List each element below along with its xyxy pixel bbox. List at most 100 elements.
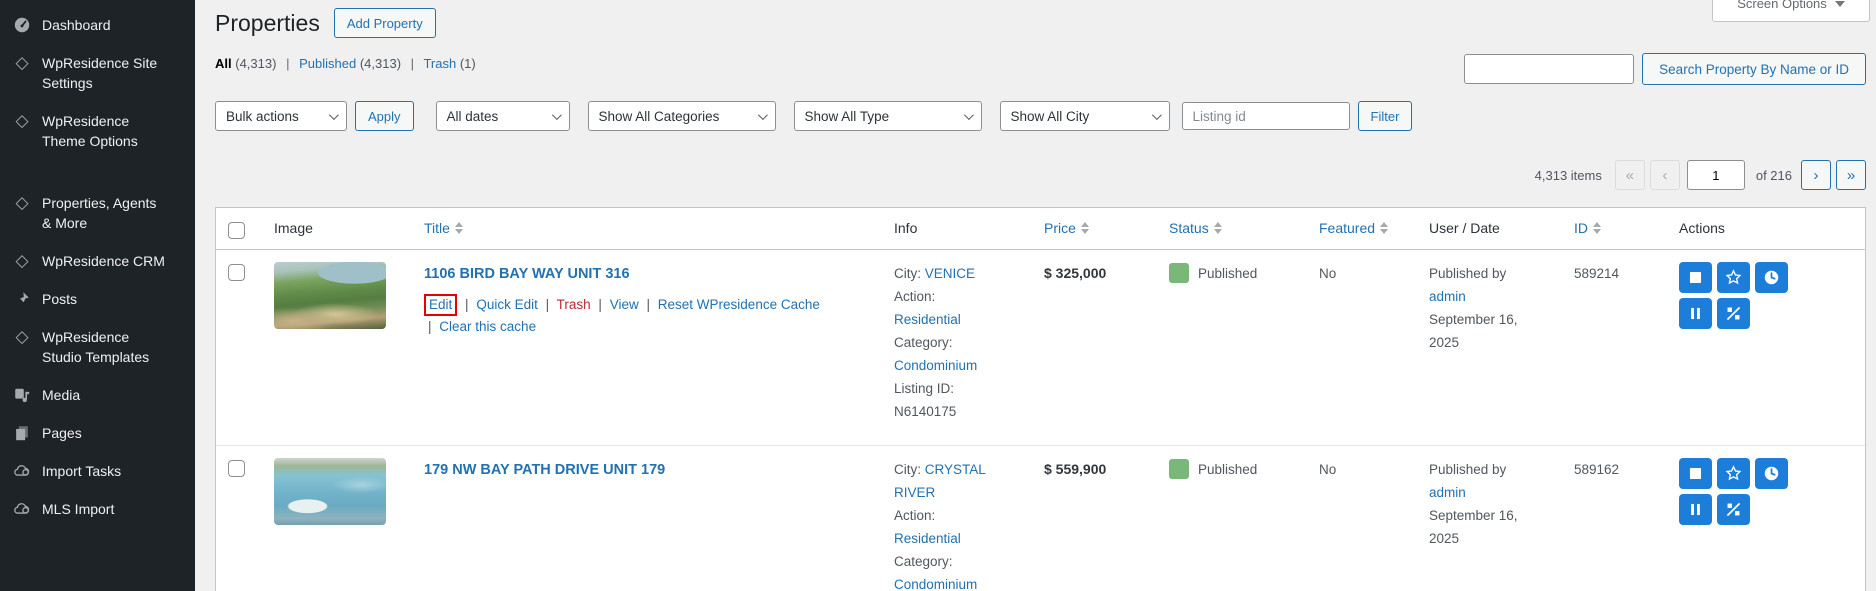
sidebar-item-label: Properties, Agents & More xyxy=(42,195,157,231)
publish-date: September 16, 2025 xyxy=(1429,312,1518,350)
dates-filter-select[interactable]: All dates xyxy=(435,101,570,131)
edit-link[interactable]: Edit xyxy=(429,297,453,312)
reset-cache-link[interactable]: Reset WPresidence Cache xyxy=(657,297,820,312)
category-link[interactable]: Condominium xyxy=(894,577,978,591)
category-link[interactable]: Condominium xyxy=(894,358,978,373)
column-header-image: Image xyxy=(274,220,313,236)
pushpin-icon xyxy=(12,289,32,309)
stop-icon[interactable] xyxy=(1679,262,1712,293)
stop-icon[interactable] xyxy=(1679,458,1712,489)
pause-icon[interactable] xyxy=(1679,494,1712,525)
current-page-input[interactable] xyxy=(1686,160,1745,190)
status-label: Published xyxy=(1198,462,1258,477)
type-filter-value: Show All Type xyxy=(804,108,890,124)
type-filter-select[interactable]: Show All Type xyxy=(793,101,982,131)
trash-link[interactable]: Trash xyxy=(556,297,591,312)
search-input[interactable] xyxy=(1464,54,1635,84)
user-link[interactable]: admin xyxy=(1429,485,1466,500)
action-link[interactable]: Residential xyxy=(894,312,961,327)
row-checkbox[interactable] xyxy=(228,264,245,281)
listing-id-label: Listing ID: xyxy=(894,381,955,396)
separator: | xyxy=(286,56,290,71)
sidebar-item-label: Dashboard xyxy=(42,17,111,33)
column-header-id[interactable]: ID xyxy=(1564,208,1669,246)
screen-options-tab[interactable]: Screen Options xyxy=(1712,0,1870,22)
sidebar-item-wpresidence-site-settings[interactable]: ◇ WpResidence Site Settings xyxy=(0,44,195,102)
sidebar-item-mls-import[interactable]: MLS Import xyxy=(0,490,195,528)
row-checkbox[interactable] xyxy=(228,460,245,477)
apply-button[interactable]: Apply xyxy=(355,101,414,131)
sidebar-item-dashboard[interactable]: Dashboard xyxy=(0,6,195,44)
add-property-button[interactable]: Add Property xyxy=(333,8,436,38)
column-header-status[interactable]: Status xyxy=(1159,208,1309,246)
column-header-user-date: User / Date xyxy=(1429,220,1500,236)
property-thumbnail[interactable] xyxy=(274,262,386,329)
last-page-button[interactable]: » xyxy=(1836,160,1866,190)
diamond-icon: ◇ xyxy=(15,327,29,346)
select-all-checkbox[interactable] xyxy=(228,222,245,239)
column-header-price[interactable]: Price xyxy=(1034,208,1159,246)
column-header-featured[interactable]: Featured xyxy=(1309,208,1419,246)
sidebar-item-properties-agents-more[interactable]: ◇ Properties, Agents & More xyxy=(0,184,195,242)
search-property-button[interactable]: Search Property By Name or ID xyxy=(1642,53,1866,85)
view-all-link[interactable]: All xyxy=(215,56,232,71)
diamond-icon: ◇ xyxy=(15,193,29,212)
clock-icon[interactable] xyxy=(1755,458,1788,489)
city-link[interactable]: CRYSTAL RIVER xyxy=(894,462,986,500)
publish-date: September 16, 2025 xyxy=(1429,508,1518,546)
view-link[interactable]: View xyxy=(609,297,639,312)
listing-id-value: N6140175 xyxy=(894,404,957,419)
bulk-actions-select[interactable]: Bulk actions xyxy=(215,101,347,131)
view-trash-link[interactable]: Trash xyxy=(423,56,457,71)
star-icon[interactable] xyxy=(1717,458,1750,489)
category-filter-select[interactable]: Show All Categories xyxy=(587,101,776,131)
city-filter-value: Show All City xyxy=(1010,108,1090,124)
category-label: Category: xyxy=(894,554,953,569)
sidebar-item-pages[interactable]: Pages xyxy=(0,414,195,452)
column-header-title[interactable]: Title xyxy=(414,208,884,246)
property-title-link[interactable]: 1106 BIRD BAY WAY UNIT 316 xyxy=(424,266,630,282)
diamond-icon: ◇ xyxy=(15,53,29,72)
clear-cache-link[interactable]: Clear this cache xyxy=(439,319,537,334)
status-published-indicator xyxy=(1169,263,1189,283)
filter-button[interactable]: Filter xyxy=(1357,101,1413,131)
separator: | xyxy=(465,297,469,312)
screen-options-label: Screen Options xyxy=(1737,0,1827,11)
featured-value: No xyxy=(1319,266,1337,281)
price-value: $ 559,900 xyxy=(1044,461,1107,477)
sort-icon xyxy=(1593,222,1601,234)
view-published-link[interactable]: Published xyxy=(299,56,357,71)
sort-icon xyxy=(454,222,463,234)
sidebar-item-label: WpResidence Theme Options xyxy=(42,113,138,149)
total-pages-label: of 216 xyxy=(1755,167,1792,183)
property-id: 589214 xyxy=(1574,266,1620,281)
table-row: 179 NW BAY PATH DRIVE UNIT 179 City: CRY… xyxy=(216,446,1865,591)
city-link[interactable]: VENICE xyxy=(924,266,976,281)
sidebar-item-import-tasks[interactable]: Import Tasks xyxy=(0,452,195,490)
status-label: Published xyxy=(1198,266,1258,281)
clock-icon[interactable] xyxy=(1755,262,1788,293)
sidebar-item-wpresidence-theme-options[interactable]: ◇ WpResidence Theme Options xyxy=(0,102,195,160)
chevron-down-icon xyxy=(1834,0,1845,7)
property-thumbnail[interactable] xyxy=(274,458,386,525)
action-link[interactable]: Residential xyxy=(894,531,961,546)
published-by-label: Published by xyxy=(1429,266,1507,281)
city-filter-select[interactable]: Show All City xyxy=(999,101,1170,131)
view-all-count: (4,313) xyxy=(235,56,277,71)
sidebar-item-media[interactable]: Media xyxy=(0,376,195,414)
star-icon[interactable] xyxy=(1717,262,1750,293)
pause-icon[interactable] xyxy=(1679,298,1712,329)
property-title-link[interactable]: 179 NW BAY PATH DRIVE UNIT 179 xyxy=(424,462,666,478)
sidebar-item-wpresidence-studio-templates[interactable]: ◇ WpResidence Studio Templates xyxy=(0,318,195,376)
city-label: City: xyxy=(894,462,921,477)
user-link[interactable]: admin xyxy=(1429,289,1466,304)
price-value: $ 325,000 xyxy=(1044,265,1107,281)
listing-id-input[interactable] xyxy=(1181,102,1350,130)
sidebar-item-posts[interactable]: Posts xyxy=(0,280,195,318)
sidebar-item-wpresidence-crm[interactable]: ◇ WpResidence CRM xyxy=(0,242,195,280)
quick-edit-link[interactable]: Quick Edit xyxy=(476,297,538,312)
next-page-button[interactable]: › xyxy=(1801,160,1831,190)
percent-icon[interactable] xyxy=(1717,298,1750,329)
property-id: 589162 xyxy=(1574,462,1620,477)
percent-icon[interactable] xyxy=(1717,494,1750,525)
